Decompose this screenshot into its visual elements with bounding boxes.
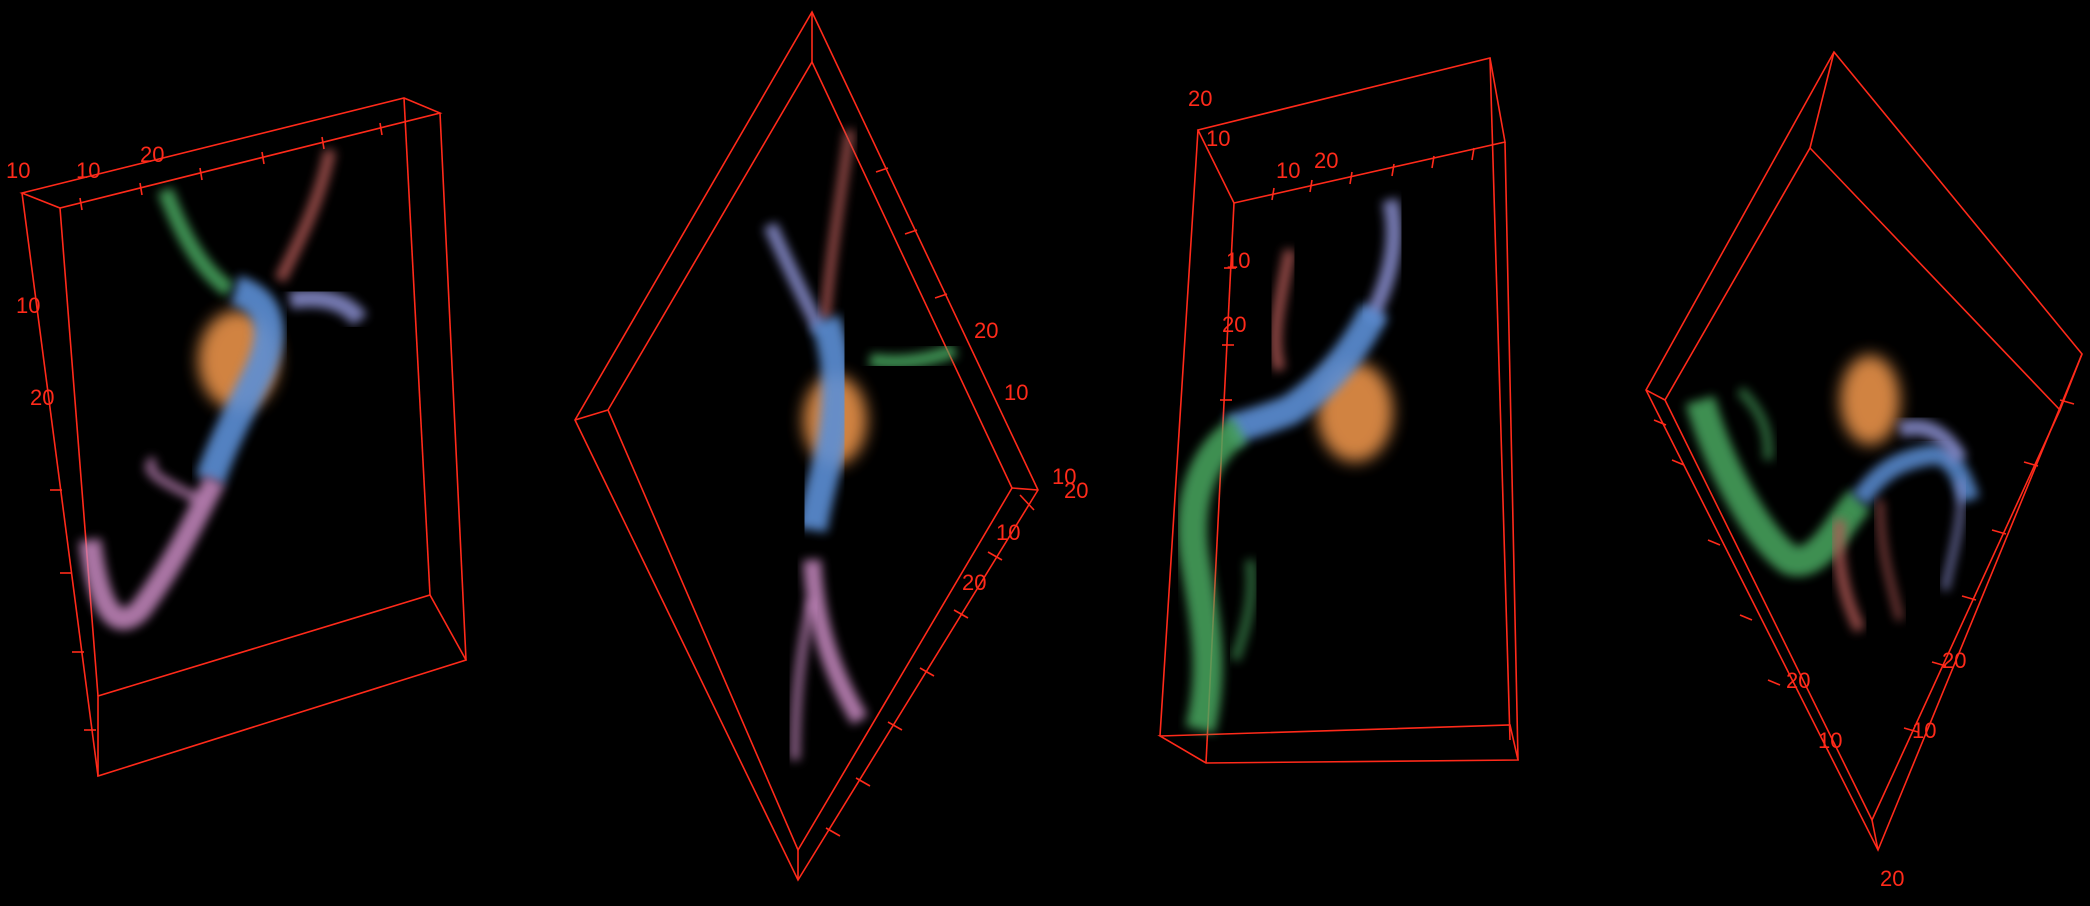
panel-2-tick-label: 10 xyxy=(996,520,1020,545)
panel-2-tick-label: 10 xyxy=(1004,380,1028,405)
panel-4-tick-label: 10 xyxy=(1818,728,1842,753)
panel-2-tick-label: 20 xyxy=(974,318,998,343)
panel-3-view: 20 10 10 20 10 20 xyxy=(1157,57,1520,764)
panel-1-view: 10 10 20 10 20 xyxy=(6,97,468,778)
panel-3-tick-label: 20 xyxy=(1314,148,1338,173)
panel-3-tick-label: 20 xyxy=(1188,86,1212,111)
panel-2-neuron xyxy=(763,129,958,761)
panel-1-tick-label: 20 xyxy=(30,385,54,410)
panel-1-tick-label: 10 xyxy=(6,158,30,183)
panel-1-tick-label: 20 xyxy=(140,142,164,167)
panel-1-tick-label: 10 xyxy=(76,158,100,183)
panel-1-bounding-box xyxy=(19,97,468,778)
panel-4-view: 20 20 10 10 20 xyxy=(1645,50,2083,891)
panel-3-tick-label: 20 xyxy=(1222,312,1246,337)
panel-4-bounding-box xyxy=(1645,50,2083,852)
panel-2-tick-label: 10 xyxy=(1052,464,1076,489)
panel-3-tick-label: 10 xyxy=(1226,248,1250,273)
panel-4-neuron xyxy=(1685,355,1980,633)
panel-4-tick-label: 20 xyxy=(1786,668,1810,693)
panel-2-view: 20 10 10 20 10 20 xyxy=(574,10,1088,882)
panel-4-tick-label: 20 xyxy=(1880,866,1904,891)
panel-3-tick-label: 10 xyxy=(1276,158,1300,183)
panel-3-neuron xyxy=(1177,198,1402,734)
panel-4-tick-label: 10 xyxy=(1912,718,1936,743)
panel-2-tick-label: 20 xyxy=(962,570,986,595)
panel-3-tick-label: 10 xyxy=(1206,126,1230,151)
panel-4-tick-label: 20 xyxy=(1942,648,1966,673)
panel-1-neuron xyxy=(79,148,368,630)
panel-2-tick-label: 20 xyxy=(1064,478,1088,503)
panel-2-bounding-box xyxy=(574,10,1039,882)
panel-1-tick-label: 10 xyxy=(16,293,40,318)
